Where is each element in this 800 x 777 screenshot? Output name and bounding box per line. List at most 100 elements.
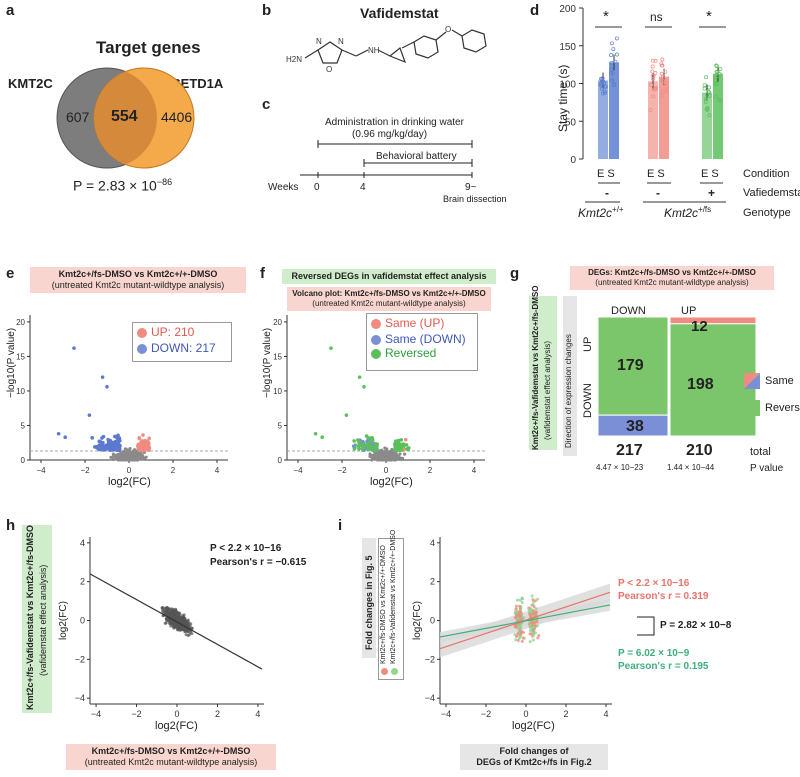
bar bbox=[659, 76, 669, 159]
volcano-point bbox=[391, 457, 395, 461]
bar-point bbox=[661, 74, 666, 79]
bar-point bbox=[660, 89, 665, 94]
scatter-point bbox=[518, 607, 522, 611]
bar-point bbox=[598, 82, 603, 87]
volcano-point bbox=[379, 449, 383, 453]
g-legend-reversed: Reversed bbox=[765, 402, 800, 414]
volcano-point bbox=[125, 457, 129, 461]
bar-point bbox=[650, 69, 655, 74]
bar-point bbox=[718, 66, 723, 71]
scatter-point bbox=[521, 636, 525, 640]
scatter-point bbox=[516, 626, 520, 630]
bar-point bbox=[707, 90, 712, 95]
bar-point bbox=[648, 108, 653, 112]
i-xlabel: log2(FC) bbox=[512, 720, 555, 732]
volcano-point bbox=[369, 447, 374, 452]
volcano-f-subtitle: Volcano plot: Kmt2c+/fs-DMSO vs Kmt2c+/+… bbox=[292, 289, 486, 298]
bar-point bbox=[653, 86, 658, 91]
scatter-point bbox=[515, 634, 519, 638]
volcano-point bbox=[116, 442, 121, 447]
timeline-admin: Administration in drinking water bbox=[325, 117, 464, 128]
scatter-point bbox=[531, 628, 535, 632]
volcano-point bbox=[382, 455, 386, 460]
volcano-point bbox=[104, 444, 108, 449]
scatter-point bbox=[531, 638, 535, 642]
bar-point bbox=[660, 78, 665, 83]
i-regression-green bbox=[439, 604, 611, 638]
volcano-point bbox=[366, 443, 371, 448]
venn-title: Target genes bbox=[96, 38, 201, 57]
volcano-point bbox=[367, 440, 372, 445]
bar-point bbox=[614, 36, 619, 41]
scatter-point bbox=[528, 610, 532, 614]
volcano-point bbox=[133, 457, 137, 461]
bar-ytick-label: 150 bbox=[559, 42, 576, 53]
volcano-point bbox=[100, 375, 105, 379]
i-bottom-box: Fold changes of DEGs of Kmt2c+/fs in Fig… bbox=[460, 744, 608, 770]
atom-o2: O bbox=[445, 25, 451, 34]
scatter-point bbox=[528, 632, 532, 636]
treat-1: - bbox=[605, 186, 609, 200]
condition-label: Condition bbox=[743, 168, 790, 180]
volcano-point bbox=[385, 455, 389, 459]
bar-point bbox=[660, 57, 665, 62]
volcano-point bbox=[398, 448, 403, 452]
scatter-point bbox=[528, 628, 532, 632]
bar bbox=[609, 62, 619, 159]
volcano-point bbox=[372, 445, 377, 449]
volcano-xtick-label: 4 bbox=[472, 466, 477, 475]
venn-left-count: 607 bbox=[66, 109, 90, 125]
volcano-point bbox=[143, 447, 148, 452]
i-pdiff: P = 2.82 × 10−8 bbox=[660, 620, 732, 631]
bar-point bbox=[707, 85, 712, 90]
volcano-point bbox=[360, 446, 365, 451]
genotype-label: Genotype bbox=[743, 207, 791, 219]
volcano-xtick-label: −4 bbox=[36, 466, 46, 475]
volcano-point bbox=[397, 445, 401, 449]
volcano-point bbox=[100, 436, 104, 440]
volcano-point bbox=[364, 434, 369, 438]
bar-point bbox=[714, 82, 719, 86]
scatter-point bbox=[530, 594, 534, 598]
volcano-point bbox=[63, 435, 67, 440]
scatter-point bbox=[518, 598, 522, 602]
scatter-xtick-label: 0 bbox=[523, 709, 528, 719]
i-bottom-line1: Fold changes of bbox=[499, 746, 569, 756]
g-val-down-down: 38 bbox=[626, 418, 644, 435]
bar-point bbox=[609, 60, 614, 65]
volcano-point bbox=[90, 436, 95, 440]
volcano-point bbox=[129, 458, 133, 462]
bar-ytick-label: 50 bbox=[565, 117, 577, 128]
g-title-box: DEGs: Kmt2c+/fs-DMSO vs Kmt2c+/+-DMSO (u… bbox=[570, 266, 774, 290]
scatter-point bbox=[517, 631, 521, 635]
i-bottom-line2: DEGs of Kmt2c+/fs in Fig.2 bbox=[476, 757, 592, 767]
bar bbox=[702, 92, 712, 159]
genotype-wt: Kmt2c+/+ bbox=[578, 205, 624, 220]
volcano-point bbox=[356, 438, 360, 442]
i-p2: P = 6.02 × 10−9 bbox=[618, 648, 690, 659]
volcano-point bbox=[108, 441, 112, 445]
scatter-ytick-label: 2 bbox=[80, 577, 85, 587]
volcano-e-xlabel: log2(FC) bbox=[108, 476, 151, 488]
bar-ytick-label: 200 bbox=[559, 4, 576, 15]
volcano-point bbox=[119, 451, 123, 455]
volcano-point bbox=[403, 452, 407, 456]
bar-point bbox=[704, 75, 709, 80]
i-diff-bracket bbox=[637, 616, 655, 636]
bar-point bbox=[609, 53, 614, 58]
venn-right-count: 4406 bbox=[161, 109, 193, 125]
bar-point bbox=[599, 81, 604, 85]
volcano-point bbox=[122, 452, 126, 456]
volcano-ytick-label: 15 bbox=[273, 352, 282, 361]
volcano-f-banner: Reversed DEGs in vafidemstat effect anal… bbox=[282, 269, 496, 284]
g-val-up-down: 198 bbox=[687, 376, 714, 393]
bar-ytick-label: 100 bbox=[559, 80, 576, 91]
panel-a-label: a bbox=[6, 2, 15, 19]
volcano-point bbox=[111, 452, 116, 456]
bar-point bbox=[714, 70, 719, 74]
volcano-ytick-label: 15 bbox=[16, 352, 25, 361]
treat-2: - bbox=[656, 186, 660, 200]
scatter-point bbox=[529, 626, 533, 630]
